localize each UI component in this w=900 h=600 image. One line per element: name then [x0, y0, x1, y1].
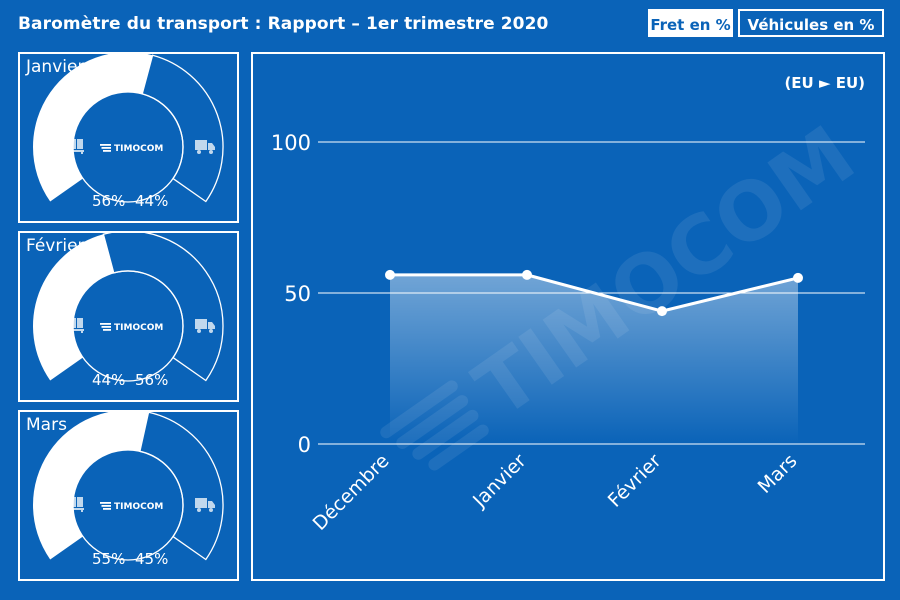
gauge-panel-janvier: Janvier TIMOCOM 56% 44%: [18, 52, 239, 223]
x-tick-label: Mars: [754, 450, 802, 498]
gauge-chart: TIMOCOM: [33, 54, 224, 203]
gauge-vehicle-segment: [141, 54, 224, 203]
pallet-icon: [69, 318, 84, 333]
logo-text: TIMOCOM: [114, 144, 163, 154]
timocom-logo: TIMOCOM: [100, 144, 163, 154]
vehicle-percent: 44%: [135, 192, 169, 210]
tab-vehicules[interactable]: Véhicules en %: [738, 9, 884, 37]
gauge-chart: TIMOCOM: [33, 233, 224, 382]
timocom-logo: TIMOCOM: [100, 502, 163, 512]
gauge-chart: TIMOCOM: [33, 412, 224, 561]
gauge-panel-mars: Mars TIMOCOM 55% 45%: [18, 410, 239, 581]
y-tick-label: 100: [271, 131, 311, 155]
gauge-fret-segment: [33, 54, 153, 202]
series-line: [390, 273, 799, 313]
truck-icon: [195, 140, 215, 154]
x-tick-label: Décembre: [309, 450, 394, 535]
y-tick-label: 0: [298, 433, 311, 457]
data-point: [657, 306, 667, 317]
data-point: [793, 272, 803, 283]
area-fill: [390, 274, 798, 444]
vehicle-percent: 45%: [135, 550, 169, 568]
timocom-logo: TIMOCOM: [100, 323, 163, 333]
y-tick-label: 50: [284, 282, 311, 306]
truck-icon: [195, 319, 215, 333]
gauge-fret-segment: [33, 412, 149, 560]
fret-percent: 56%: [92, 192, 126, 210]
gauge-vehicle-segment: [102, 233, 224, 382]
gauge-vehicle-segment: [139, 412, 224, 561]
x-tick-label: Janvier: [468, 450, 531, 513]
pallet-icon: [69, 139, 84, 154]
fret-percent: 44%: [92, 371, 126, 389]
data-point: [522, 269, 532, 280]
logo-text: TIMOCOM: [114, 502, 163, 512]
gauge-month-label: Mars: [26, 415, 67, 435]
data-point: [385, 269, 395, 280]
line-chart-panel: TIMOCOM (EU ► EU) 0 50 100 Décembre Janvier…: [251, 52, 885, 581]
tab-fret[interactable]: Fret en %: [648, 9, 733, 37]
x-tick-label: Février: [604, 450, 666, 512]
vehicle-percent: 56%: [135, 371, 169, 389]
region-label: (EU ► EU): [784, 74, 865, 92]
page-title: Baromètre du transport : Rapport – 1er t…: [18, 14, 549, 34]
truck-icon: [195, 498, 215, 512]
gauge-fret-segment: [33, 234, 114, 381]
gauge-panel-fevrier: Février TIMOCOM 44% 56%: [18, 231, 239, 402]
pallet-icon: [69, 497, 84, 512]
fret-percent: 55%: [92, 550, 126, 568]
logo-text: TIMOCOM: [114, 323, 163, 333]
